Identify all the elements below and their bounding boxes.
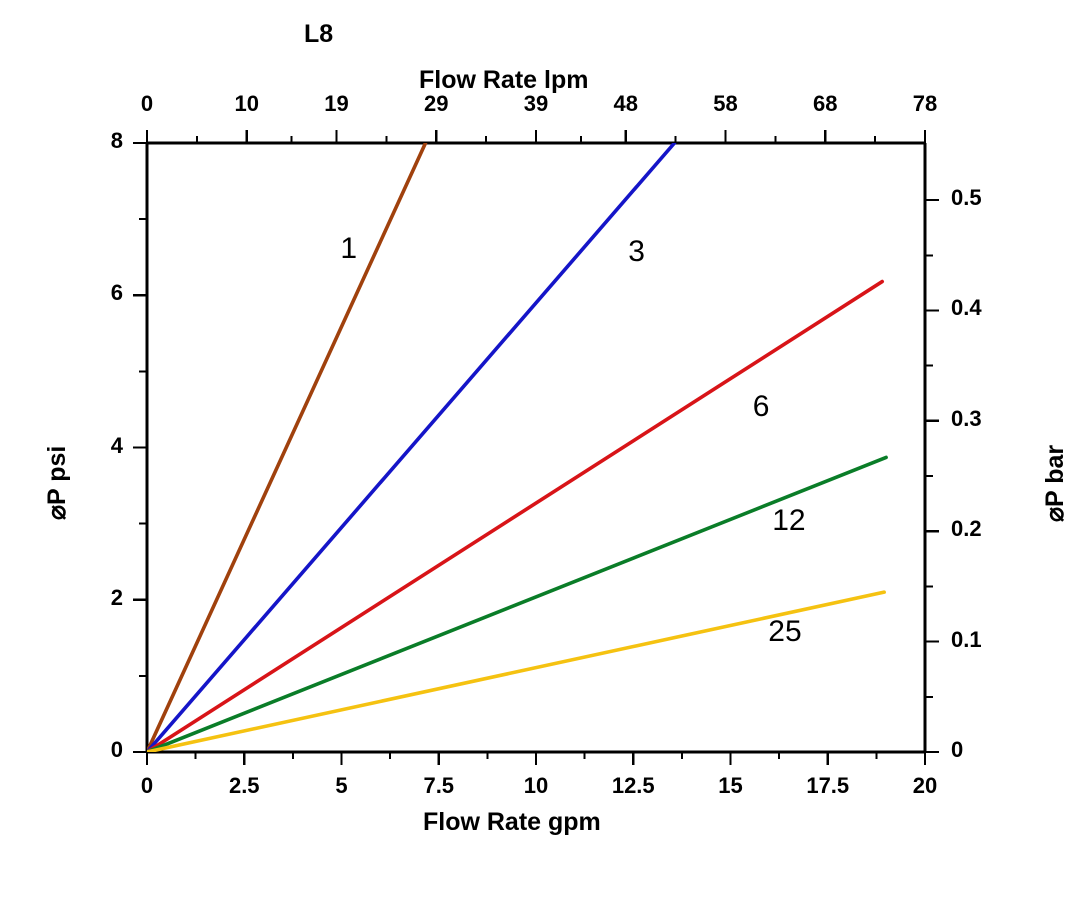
right-tick-label-0: 0 xyxy=(951,737,964,762)
bottom-tick-label-4: 10 xyxy=(523,773,549,798)
curve-label-1: 1 xyxy=(340,232,358,266)
curve-1 xyxy=(147,143,428,752)
curve-12 xyxy=(147,455,888,752)
left-tick-label-3: 6 xyxy=(110,280,123,306)
curve-3 xyxy=(147,143,677,752)
bottom-tick-label-5: 12.5 xyxy=(611,773,655,798)
chart-title: L8 xyxy=(304,20,334,48)
left-tick-label-0: 0 xyxy=(110,737,123,762)
bottom-tick-label-7: 17.5 xyxy=(806,773,850,798)
left-tick-label-1: 2 xyxy=(110,584,123,610)
curve-label-12: 12 xyxy=(772,504,806,538)
bottom-tick-label-1: 2.5 xyxy=(228,773,260,798)
bottom-tick-label-6: 15 xyxy=(718,773,743,798)
right-tick-label-4: 0.4 xyxy=(951,295,982,321)
bottom-axis-title: Flow Rate gpm xyxy=(423,808,601,836)
top-tick-label-4: 39 xyxy=(523,91,549,116)
top-tick-label-6: 58 xyxy=(713,91,738,116)
bottom-tick-label-0: 0 xyxy=(140,773,154,798)
top-tick-label-2: 19 xyxy=(324,91,349,116)
top-tick-label-8: 78 xyxy=(912,91,938,116)
curve-label-6: 6 xyxy=(752,389,770,423)
left-tick-label-4: 8 xyxy=(110,128,123,153)
curve-6 xyxy=(147,279,885,752)
right-tick-label-2: 0.2 xyxy=(951,516,982,542)
bottom-tick-label-8: 20 xyxy=(912,773,938,798)
right-tick-label-5: 0.5 xyxy=(951,185,982,211)
right-tick-label-3: 0.3 xyxy=(951,405,982,431)
bottom-tick-label-3: 7.5 xyxy=(423,773,455,798)
top-tick-label-3: 29 xyxy=(424,91,449,116)
curve-label-3: 3 xyxy=(628,234,645,268)
right-tick-label-1: 0.1 xyxy=(951,626,982,652)
curves-group xyxy=(147,143,888,752)
bottom-tick-label-2: 5 xyxy=(335,773,348,798)
top-tick-label-7: 68 xyxy=(813,91,838,116)
top-axis-title: Flow Rate lpm xyxy=(419,66,589,94)
curve-25 xyxy=(147,590,886,752)
top-tick-label-5: 48 xyxy=(613,91,638,116)
top-tick-label-0: 0 xyxy=(140,91,154,116)
top-tick-label-1: 10 xyxy=(234,91,259,116)
curve-label-25: 25 xyxy=(768,614,802,648)
left-tick-label-2: 4 xyxy=(110,432,123,458)
